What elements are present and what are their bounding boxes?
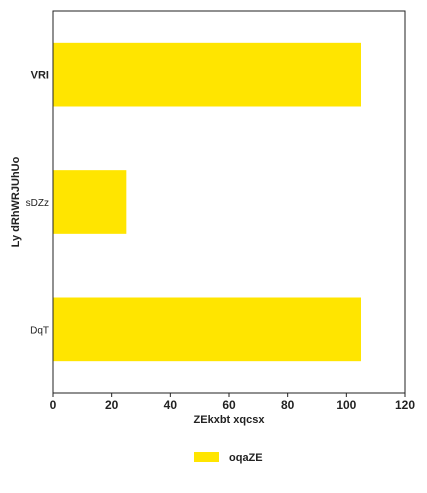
x-tick-label: 0: [50, 398, 57, 412]
x-axis-ticks: 0 20 40 60 80 100 120: [50, 393, 415, 412]
bar-sDZz: [53, 170, 127, 234]
x-tick-label: 120: [395, 398, 415, 412]
bars-layer: [53, 42, 361, 362]
x-tick-label: 100: [336, 398, 356, 412]
y-category-label-sDZz: sDZz: [26, 198, 49, 209]
y-category-label-DqT: DqT: [30, 325, 49, 336]
x-tick-label: 80: [281, 398, 295, 412]
y-axis-labels: VRI sDZz DqT: [26, 70, 49, 337]
legend-label: oqaZE: [229, 452, 263, 464]
x-axis-title: ZEkxbt xqcsx: [194, 414, 266, 426]
y-category-label-VRI: VRI: [31, 70, 49, 82]
legend-swatch: [194, 452, 219, 462]
bar-VRI: [53, 42, 361, 107]
y-axis-title: Ly dRhWRJUhUo: [10, 156, 22, 247]
legend: oqaZE: [194, 452, 263, 464]
x-tick-label: 20: [105, 398, 119, 412]
bar-DqT: [53, 297, 361, 362]
x-tick-label: 60: [222, 398, 236, 412]
x-tick-label: 40: [164, 398, 178, 412]
